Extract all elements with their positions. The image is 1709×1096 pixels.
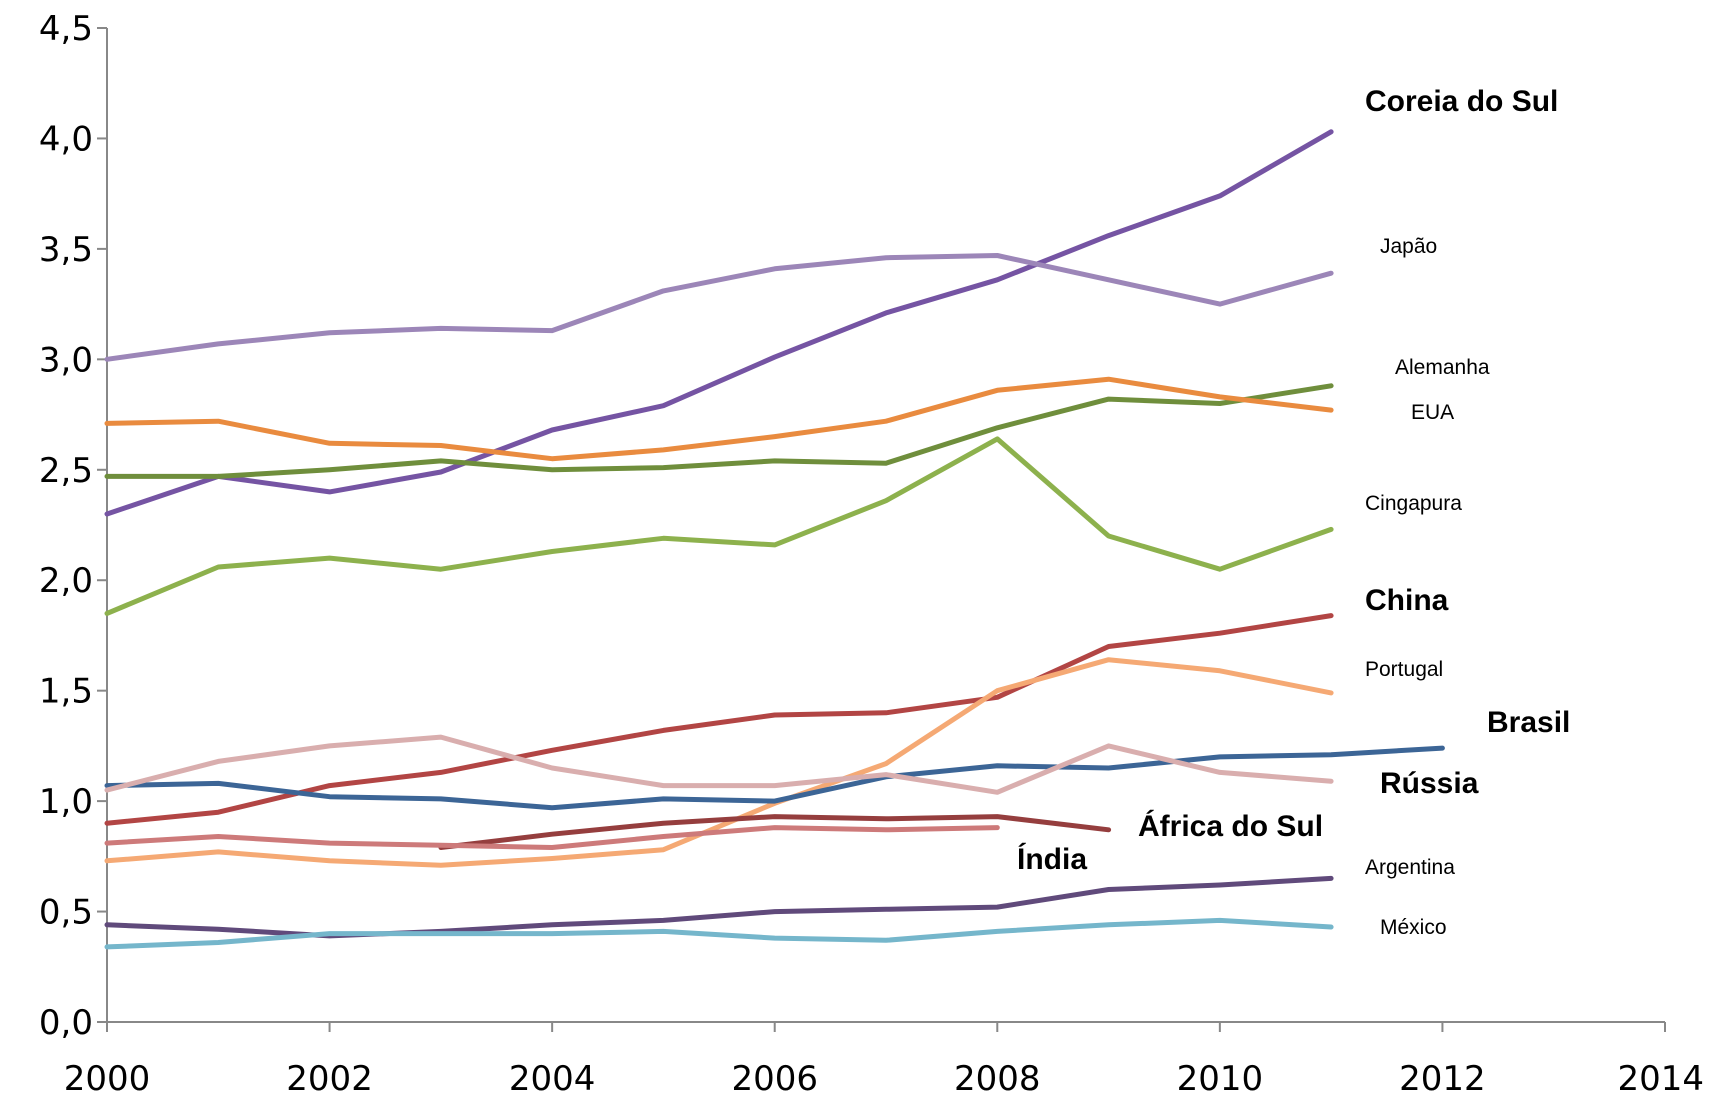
series-line-12 [104,917,1334,950]
y-tick-label: 3,0 [39,340,93,380]
x-tick-label: 2002 [286,1059,373,1096]
series-label-1: Japão [1380,235,1437,258]
y-tick-label: 4,5 [39,9,93,49]
series-label-0: Coreia do Sul [1365,85,1558,118]
series-label-3: EUA [1411,401,1454,424]
x-tick-label: 2000 [64,1059,151,1096]
series-line-5 [104,613,1334,826]
series-line-9 [438,814,1112,850]
series-label-2: Alemanha [1395,356,1490,379]
series-label-5: China [1365,584,1449,617]
series-line-8 [104,734,1334,795]
series-label-9: África do Sul [1138,809,1323,843]
x-tick-label: 2008 [954,1059,1041,1096]
y-tick-label: 0,5 [39,893,93,933]
series-line-6 [104,657,1334,868]
y-tick-label: 2,0 [39,561,93,601]
series-label-10: Índia [1017,842,1087,876]
x-tick-label: 2014 [1617,1059,1704,1096]
series-label-11: Argentina [1365,856,1455,879]
y-tick-label: 1,5 [39,672,93,712]
y-tick-label: 2,5 [39,451,93,491]
x-tick-label: 2006 [731,1059,818,1096]
series-line-3 [104,376,1334,462]
series-lines [104,129,1445,950]
series-line-1 [104,253,1334,362]
series-label-8: Rússia [1380,767,1479,800]
series-line-2 [104,383,1334,479]
series-label-6: Portugal [1365,658,1443,681]
x-tick-label: 2010 [1177,1059,1264,1096]
x-tick-label: 2012 [1399,1059,1486,1096]
chart-axes: 0,0 0,5 1,0 1,5 2,0 2,5 3,0 3,5 4,0 4,5 2000 2002 20… [39,9,1704,1096]
series-label-12: México [1380,916,1447,939]
series-label-4: Cingapura [1365,492,1462,515]
x-tick-label: 2004 [509,1059,596,1096]
series-label-7: Brasil [1487,706,1570,739]
series-line-11 [104,875,1334,939]
series-line-7 [104,745,1445,811]
y-tick-label: 4,0 [39,119,93,159]
series-labels: Coreia do Sul Japão Alemanha EUA Cingapura Ch… [1017,85,1570,939]
series-line-0 [104,129,1334,517]
series-line-10 [104,825,1000,850]
y-tick-label: 0,0 [39,1003,93,1043]
series-line-4 [104,436,1334,616]
y-tick-label: 3,5 [39,230,93,270]
y-tick-label: 1,0 [39,782,93,822]
